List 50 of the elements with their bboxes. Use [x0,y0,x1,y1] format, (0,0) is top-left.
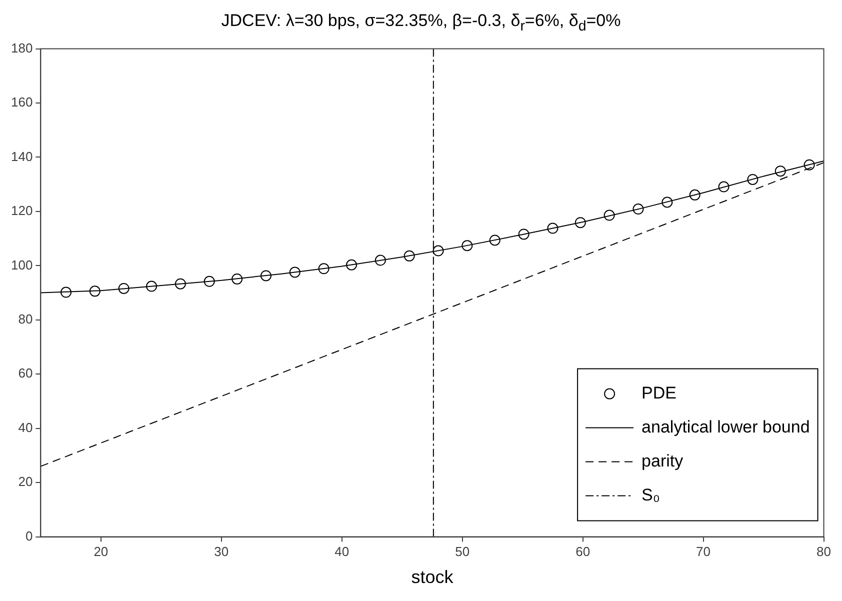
point [632,204,644,215]
point [774,166,786,177]
y-tick-label: 100 [10,257,33,272]
point [404,250,415,262]
y-tick-label: 120 [10,203,33,218]
point [662,196,673,208]
point [804,159,815,170]
x-tick-label: 80 [816,544,832,560]
point [118,282,130,294]
point [489,234,500,246]
point [604,210,615,221]
legend-label: analytical lower bound [642,417,810,436]
point [432,245,444,256]
point [204,276,215,287]
y-tick-label: 140 [10,148,33,164]
point [718,181,730,192]
point [318,263,330,274]
x-tick-label: 30 [214,544,229,560]
legend-label: PDE [642,383,677,402]
x-tick-label: 50 [455,544,470,560]
x-axis-title: stock [411,567,454,588]
point [232,273,243,284]
point [374,254,386,266]
point [260,270,272,282]
point [518,228,530,240]
legend-label: S₀ [642,485,660,504]
point [547,222,558,234]
point [346,259,358,270]
y-tick-label: 20 [18,474,33,490]
point [289,266,300,278]
y-tick-label: 40 [18,420,33,435]
point [689,189,700,200]
point [462,240,473,252]
point [174,278,186,290]
x-tick-label: 20 [94,544,108,560]
point [89,286,100,297]
y-tick-label: 80 [18,311,33,326]
point [146,280,158,292]
chart-title: JDCEV: λ=30 bps, σ=32.35%, β=-0.3, δ$_{r}$=6%, δ$_{d}$=0% [220,10,622,36]
y-tick-label: 180 [10,40,33,56]
y-tick-label: 160 [10,94,33,110]
point [747,174,758,185]
x-tick-label: 40 [334,544,350,560]
point [60,286,72,298]
y-tick-label: 0 [25,528,33,544]
y-tick-label: 60 [18,366,33,381]
legend-label: parity [642,451,684,470]
point [574,217,586,228]
x-tick-label: 60 [576,544,590,560]
x-tick-label: 70 [696,544,711,560]
